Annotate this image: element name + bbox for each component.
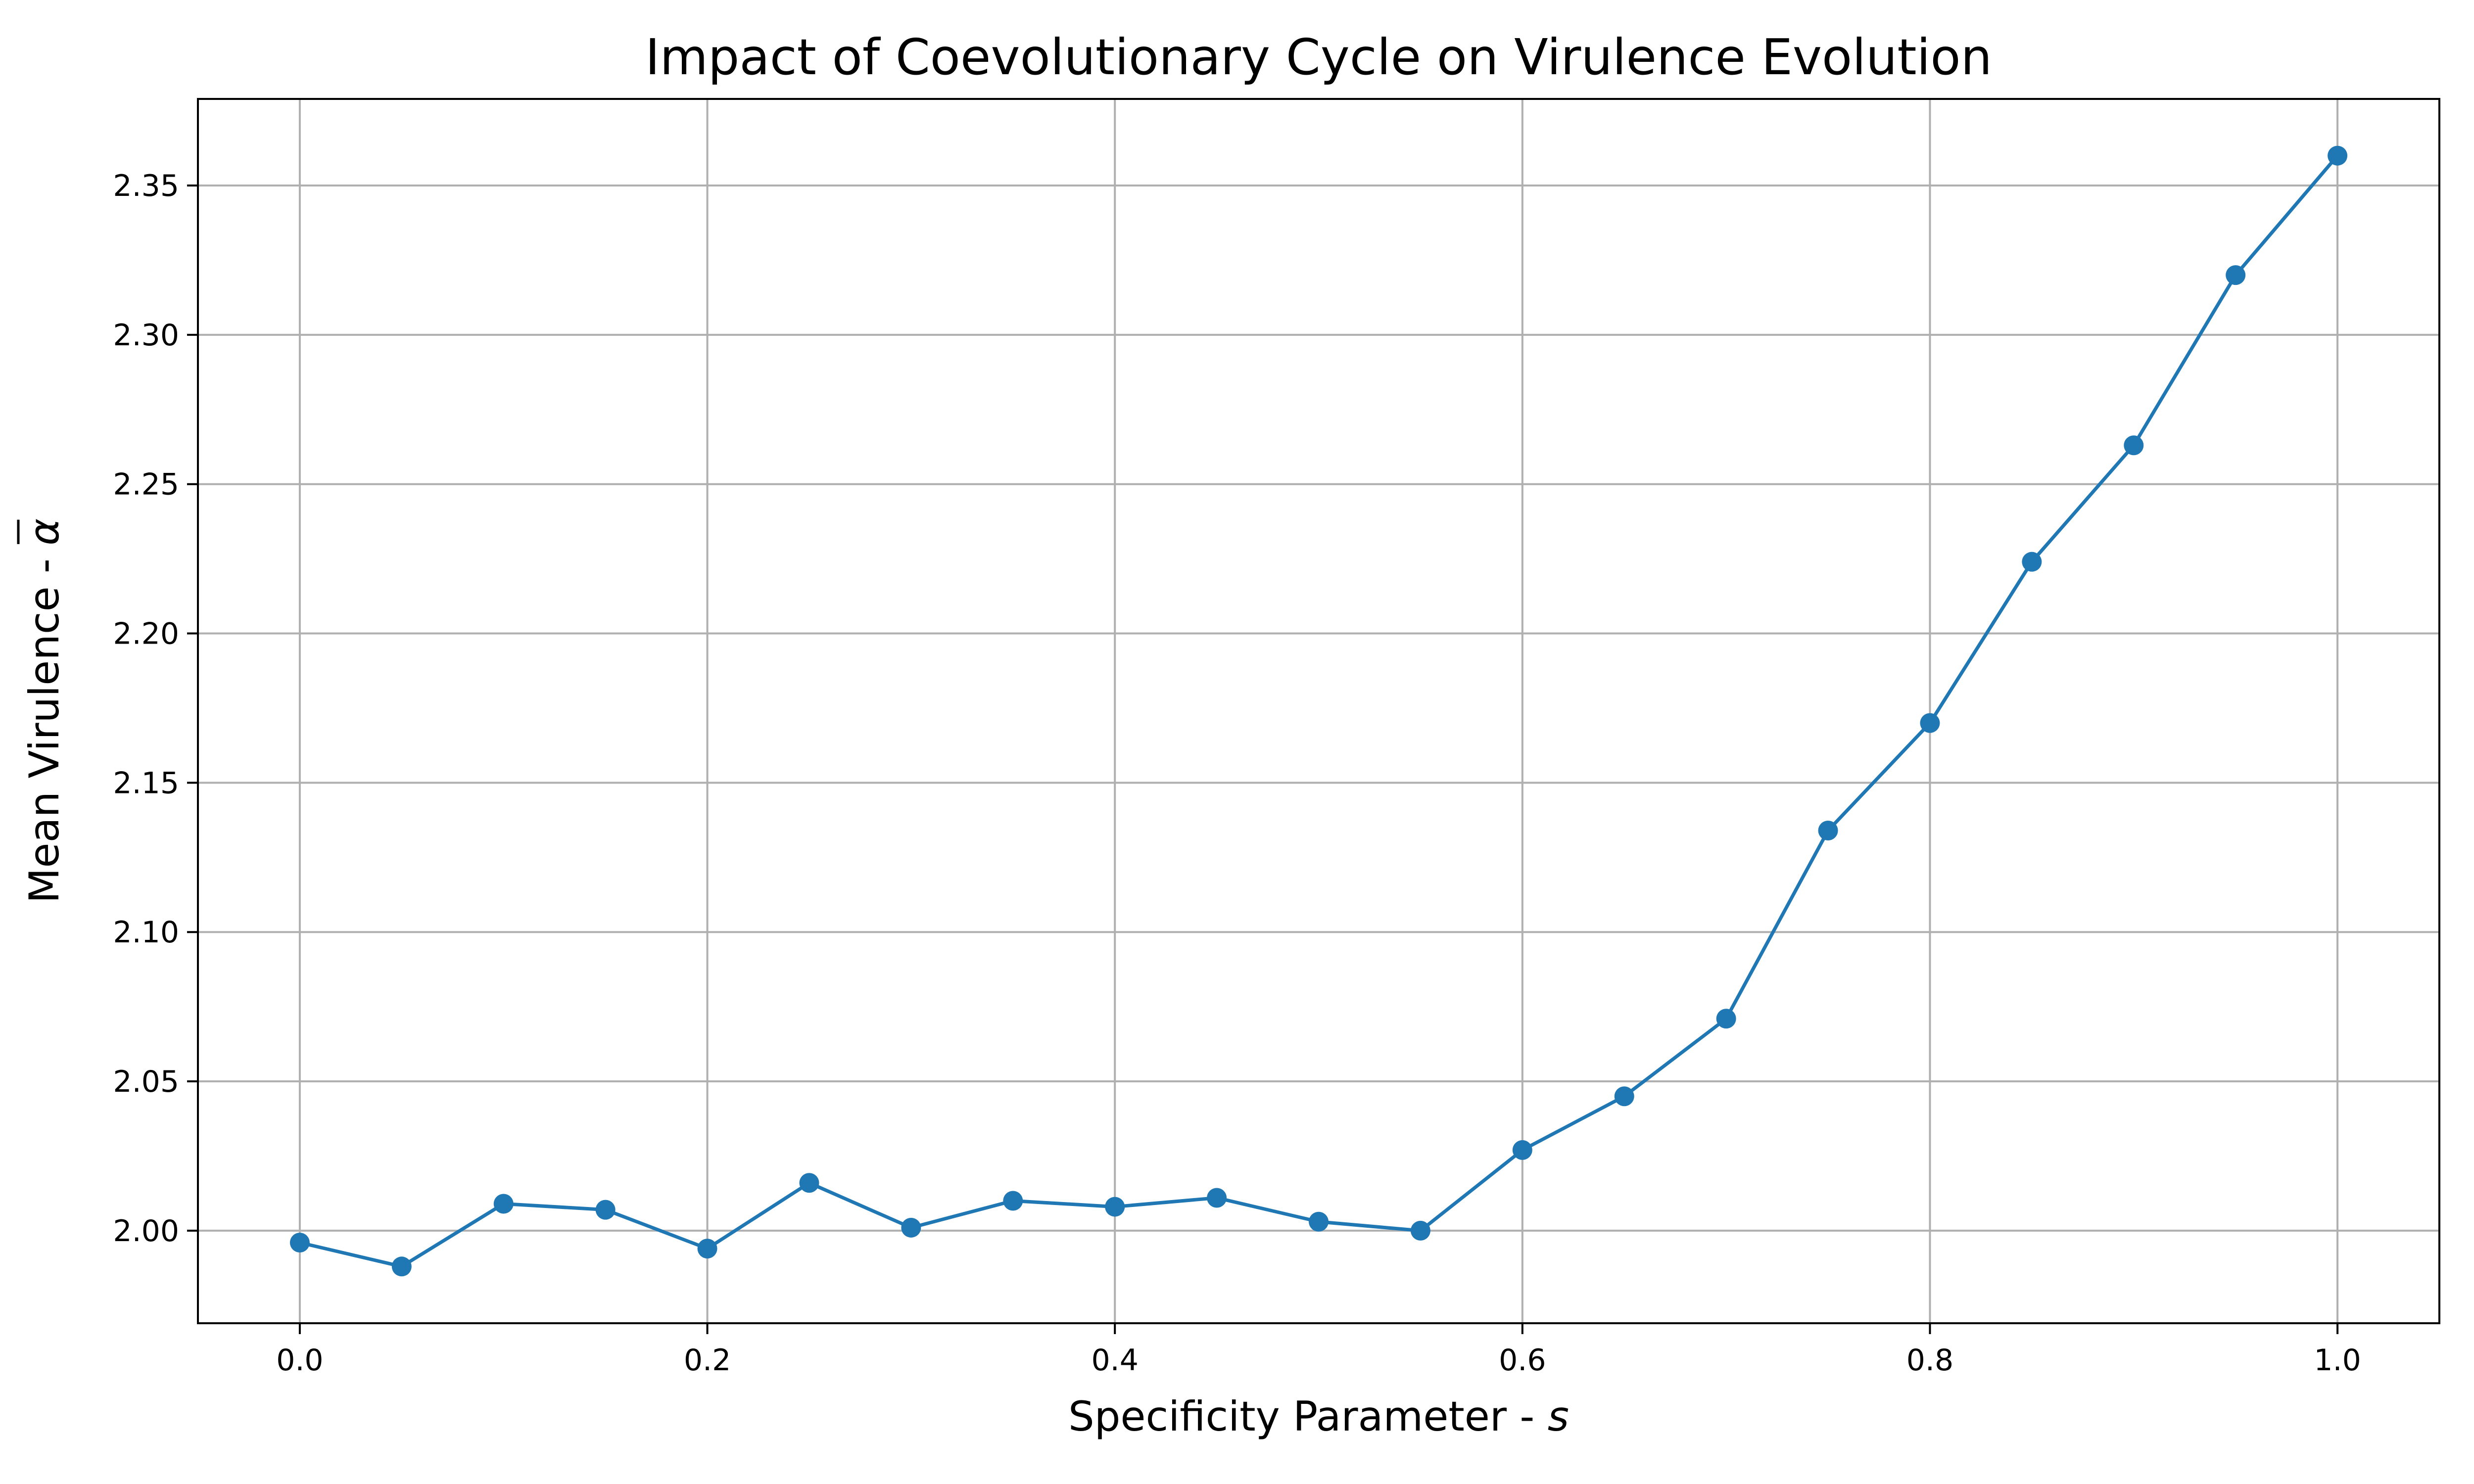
data-point bbox=[289, 1233, 310, 1253]
data-point bbox=[2226, 265, 2246, 285]
y-tick-label: 2.05 bbox=[113, 1065, 179, 1099]
y-axis-label-variable: α bbox=[20, 518, 68, 546]
x-tick-label: 1.0 bbox=[2314, 1343, 2361, 1378]
y-axis-label-group: Mean Virulence - α bbox=[17, 518, 68, 903]
series-layer bbox=[289, 145, 2348, 1277]
x-tick-label: 0.0 bbox=[276, 1343, 323, 1378]
grid-layer bbox=[198, 99, 2439, 1323]
x-axis-label: Specificity Parameter - s bbox=[1068, 1392, 1569, 1440]
data-point bbox=[1716, 1009, 1736, 1029]
chart-title: Impact of Coevolutionary Cycle on Virule… bbox=[645, 28, 1992, 86]
data-point bbox=[2328, 145, 2348, 166]
tick-layer: 0.0 0.2 0.4 0.6 0.8 1.0 2.00 2.05 2.10 2.15 2.20 2.… bbox=[113, 169, 2361, 1378]
x-axis-label-text: Specificity Parameter - bbox=[1068, 1392, 1548, 1440]
y-axis-label-text: Mean Virulence - bbox=[20, 546, 68, 903]
y-tick-label: 2.35 bbox=[113, 169, 179, 203]
data-point bbox=[1614, 1086, 1634, 1107]
data-point bbox=[391, 1256, 412, 1277]
data-point bbox=[697, 1239, 717, 1259]
x-tick-label: 0.4 bbox=[1091, 1343, 1138, 1378]
data-point bbox=[1512, 1140, 1532, 1160]
y-tick-label: 2.15 bbox=[113, 766, 179, 800]
plot-frame bbox=[197, 98, 2440, 1324]
x-tick-label: 0.2 bbox=[684, 1343, 731, 1378]
data-point bbox=[1920, 713, 1940, 733]
data-point bbox=[493, 1194, 514, 1214]
data-point bbox=[595, 1200, 616, 1220]
y-axis-label: Mean Virulence - α bbox=[20, 518, 68, 903]
data-point bbox=[1309, 1211, 1329, 1232]
y-tick-label: 2.10 bbox=[113, 915, 179, 950]
y-tick-label: 2.25 bbox=[113, 467, 179, 502]
data-point bbox=[1818, 820, 1838, 840]
data-point bbox=[1003, 1191, 1023, 1211]
x-axis-label-variable: s bbox=[1548, 1392, 1569, 1440]
data-point bbox=[2022, 552, 2042, 572]
y-tick-label: 2.00 bbox=[113, 1214, 179, 1249]
x-tick-label: 0.8 bbox=[1906, 1343, 1953, 1378]
data-point bbox=[799, 1173, 819, 1193]
data-point bbox=[1207, 1188, 1227, 1208]
data-point bbox=[1105, 1197, 1125, 1217]
data-point bbox=[901, 1217, 921, 1238]
data-point bbox=[2124, 435, 2144, 456]
y-tick-label: 2.20 bbox=[113, 617, 179, 651]
x-tick-label: 0.6 bbox=[1499, 1343, 1546, 1378]
y-tick-label: 2.30 bbox=[113, 318, 179, 353]
data-point bbox=[1410, 1220, 1430, 1241]
